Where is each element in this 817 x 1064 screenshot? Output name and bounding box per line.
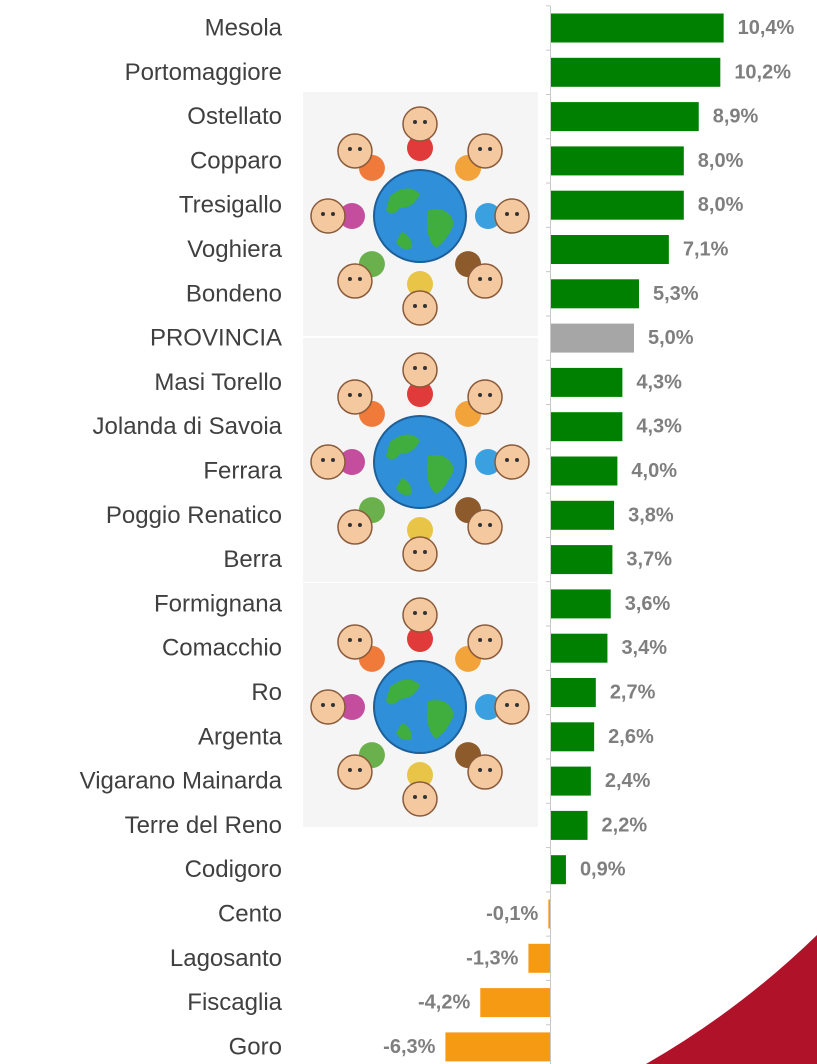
bar-codigoro bbox=[551, 855, 566, 885]
bar-provincia bbox=[551, 323, 634, 353]
value-label: 3,8% bbox=[628, 504, 674, 526]
value-label: -6,3% bbox=[383, 1036, 435, 1058]
category-label: Bondeno bbox=[186, 280, 282, 307]
bar-comacchio bbox=[551, 633, 608, 663]
value-label: 4,0% bbox=[631, 460, 677, 482]
value-label: 3,7% bbox=[626, 549, 672, 571]
value-label: 8,9% bbox=[713, 106, 759, 128]
value-label: 4,3% bbox=[636, 371, 682, 393]
value-label: -1,3% bbox=[466, 947, 518, 969]
category-label: Ro bbox=[251, 679, 282, 706]
category-label: Goro bbox=[229, 1033, 282, 1060]
category-label: Copparo bbox=[190, 147, 282, 174]
bar-cento bbox=[548, 899, 550, 929]
children-around-globe-illustration bbox=[303, 338, 538, 582]
category-label: Jolanda di Savoia bbox=[93, 413, 283, 440]
category-label: Tresigallo bbox=[179, 192, 282, 219]
bar-poggio-renatico bbox=[551, 500, 615, 530]
bar-mesola bbox=[551, 13, 724, 43]
value-label: 7,1% bbox=[683, 239, 729, 261]
corner-swoosh-decoration bbox=[646, 935, 817, 1064]
value-label: 10,4% bbox=[738, 17, 795, 39]
value-label: 8,0% bbox=[698, 194, 744, 216]
bar-bondeno bbox=[551, 279, 639, 309]
value-label: 5,0% bbox=[648, 327, 694, 349]
bar-jolanda-di-savoia bbox=[551, 412, 623, 442]
value-labels-layer: 10,4% 10,2% 8,9% 8,0% 8,0% 7,1% 5,3% 5,0% 4,3% 4,… bbox=[383, 17, 794, 1058]
value-label: 2,6% bbox=[608, 726, 654, 748]
bar-masi-torello bbox=[551, 367, 623, 397]
bar-portomaggiore bbox=[551, 57, 721, 87]
category-label: Fiscaglia bbox=[187, 989, 282, 1016]
bar-ferrara bbox=[551, 456, 618, 486]
value-label: 5,3% bbox=[653, 283, 699, 305]
value-label: 4,3% bbox=[636, 416, 682, 438]
category-label: PROVINCIA bbox=[150, 325, 282, 352]
value-label: 2,7% bbox=[610, 682, 656, 704]
children-around-globe-illustration bbox=[303, 92, 538, 336]
bar-vigarano-mainarda bbox=[551, 766, 591, 796]
decoration-layer bbox=[303, 92, 817, 1064]
value-label: 3,6% bbox=[625, 593, 671, 615]
bar-fiscaglia bbox=[480, 988, 550, 1018]
category-label: Voghiera bbox=[187, 236, 282, 263]
category-labels-layer: Mesola Portomaggiore Ostellato Copparo Tresi… bbox=[80, 15, 283, 1061]
category-label: Codigoro bbox=[185, 856, 282, 883]
category-label: Lagosanto bbox=[170, 945, 282, 972]
value-label: 10,2% bbox=[734, 61, 791, 83]
value-label: 3,4% bbox=[621, 637, 667, 659]
bar-goro bbox=[445, 1032, 550, 1062]
category-label: Poggio Renatico bbox=[106, 502, 282, 529]
category-label: Berra bbox=[223, 546, 282, 573]
category-label: Cento bbox=[218, 901, 282, 928]
bar-formignana bbox=[551, 589, 611, 619]
value-label: -0,1% bbox=[486, 903, 538, 925]
category-label: Formignana bbox=[154, 590, 283, 617]
bar-tresigallo bbox=[551, 190, 684, 220]
value-label: -4,2% bbox=[418, 992, 470, 1014]
category-label: Comacchio bbox=[162, 635, 282, 662]
category-label: Argenta bbox=[198, 723, 283, 750]
axis-layer bbox=[546, 5, 551, 1064]
value-label: 8,0% bbox=[698, 150, 744, 172]
category-label: Portomaggiore bbox=[125, 59, 282, 86]
category-label: Mesola bbox=[205, 15, 283, 42]
bar-terre-del-reno bbox=[551, 810, 588, 840]
bar-argenta bbox=[551, 722, 595, 752]
bars-layer bbox=[445, 13, 724, 1062]
children-around-globe-illustration bbox=[303, 583, 538, 827]
category-label: Vigarano Mainarda bbox=[80, 768, 283, 795]
category-label: Terre del Reno bbox=[125, 812, 282, 839]
value-label: 2,2% bbox=[602, 814, 648, 836]
bar-ostellato bbox=[551, 102, 699, 132]
category-label: Masi Torello bbox=[154, 369, 282, 396]
bar-lagosanto bbox=[528, 943, 550, 973]
bar-ro bbox=[551, 678, 596, 707]
category-label: Ostellato bbox=[187, 103, 282, 130]
bar-voghiera bbox=[551, 235, 669, 264]
category-label: Ferrara bbox=[203, 458, 282, 485]
value-label: 0,9% bbox=[580, 859, 626, 881]
value-label: 2,4% bbox=[605, 770, 651, 792]
bar-berra bbox=[551, 545, 613, 575]
bar-copparo bbox=[551, 146, 684, 176]
